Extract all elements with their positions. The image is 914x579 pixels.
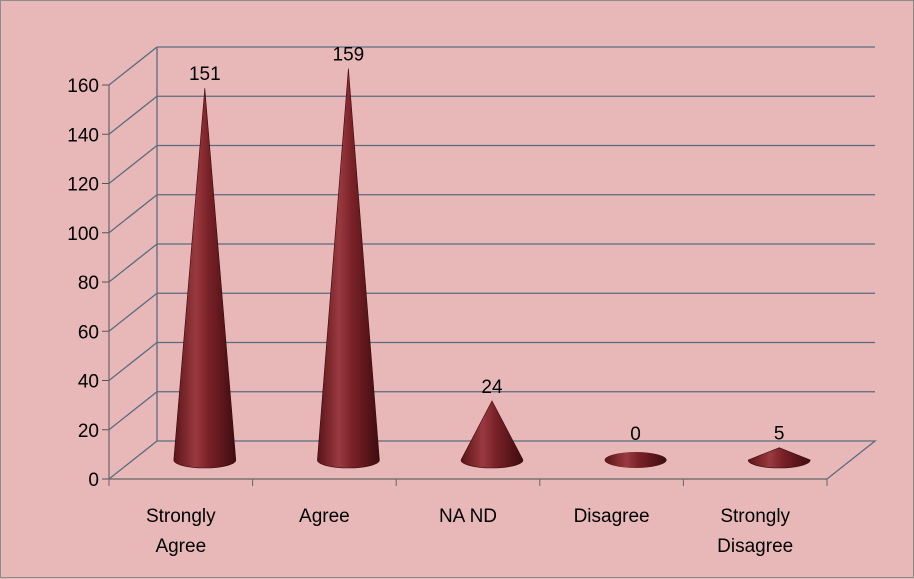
cone-1 xyxy=(317,68,380,469)
data-label: 151 xyxy=(189,64,221,85)
y-tick-label: 0 xyxy=(88,470,99,491)
cone-layer xyxy=(173,68,811,469)
cone-body xyxy=(460,400,524,469)
x-category-label-line: Disagree xyxy=(717,536,793,557)
x-category-label-line: Strongly xyxy=(720,506,790,527)
x-category-label: Strongly Agree xyxy=(146,506,216,557)
cone-body xyxy=(317,68,380,469)
gridline-diagonal xyxy=(108,391,158,431)
cone-4 xyxy=(747,447,811,469)
gridline-diagonal xyxy=(108,46,158,86)
gridline-diagonal xyxy=(108,243,158,283)
x-category-label: Disagree xyxy=(574,506,650,527)
x-category-label: NA ND xyxy=(439,506,497,527)
data-label: 24 xyxy=(481,377,503,398)
cone-0 xyxy=(173,88,237,469)
floor-outline xyxy=(108,440,877,480)
data-label: 0 xyxy=(630,424,641,445)
cone-body xyxy=(747,447,811,469)
cone-body xyxy=(173,88,237,469)
y-tick-label: 140 xyxy=(67,125,99,146)
cone-3 xyxy=(604,452,667,468)
x-category-label-line: Agree xyxy=(299,506,350,527)
data-label: 159 xyxy=(333,44,365,65)
cone-base xyxy=(604,452,667,468)
y-tick-label: 160 xyxy=(67,76,99,97)
y-tick-label: 100 xyxy=(67,224,99,245)
x-category-label-line: Disagree xyxy=(574,506,650,527)
y-tick-label: 60 xyxy=(78,322,99,343)
gridline-diagonal xyxy=(108,144,158,185)
y-tick-label: 120 xyxy=(67,175,99,196)
y-tick-label: 80 xyxy=(78,273,99,294)
y-tick-label: 20 xyxy=(78,421,99,442)
x-category-label-line: Strongly xyxy=(146,506,216,527)
gridline-diagonal xyxy=(108,341,158,382)
data-label: 5 xyxy=(774,424,785,445)
grid-layer xyxy=(108,46,875,431)
label-layer: 0 20 40 60 80 100 120 140 160 Strongly Agree Agree N… xyxy=(67,44,793,557)
gridline-diagonal xyxy=(108,95,158,135)
x-category-label: Agree xyxy=(299,506,350,527)
x-category-label: Strongly Disagree xyxy=(717,506,793,557)
x-category-label-line: Agree xyxy=(155,536,206,557)
cone-2 xyxy=(460,400,524,469)
x-category-label-line: NA ND xyxy=(439,506,497,527)
gridline-diagonal xyxy=(108,194,158,234)
axis-layer xyxy=(102,47,877,486)
y-tick-label: 40 xyxy=(78,372,99,393)
gridline-diagonal xyxy=(108,292,158,332)
